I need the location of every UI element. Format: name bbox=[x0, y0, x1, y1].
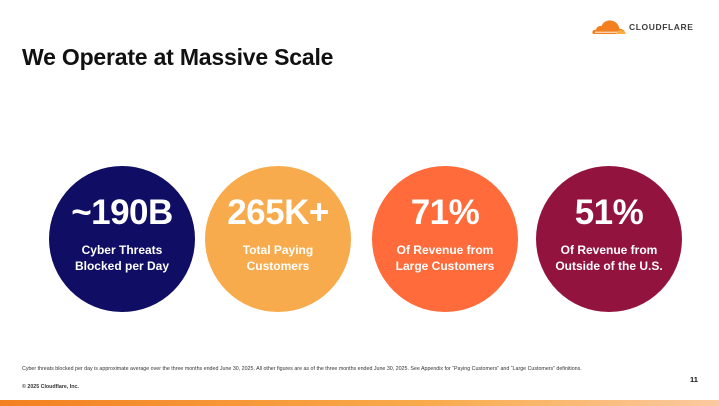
cloudflare-logo: CLOUDFLARE bbox=[592, 19, 694, 35]
stat-label-line: Of Revenue from bbox=[560, 243, 658, 257]
logo-wordmark: CLOUDFLARE bbox=[629, 22, 694, 32]
stat-label-line: Cyber Threats bbox=[81, 243, 163, 257]
stat-label-line: Blocked per Day bbox=[74, 259, 170, 273]
stat-circle-large-customers: 71% Of Revenue from Large Customers bbox=[372, 166, 518, 312]
stat-label-line: Total Paying bbox=[242, 243, 314, 257]
stat-label-line: Large Customers bbox=[395, 259, 495, 273]
stat-label: Of Revenue from Outside of the U.S. bbox=[555, 242, 662, 274]
bottom-accent-bar bbox=[0, 400, 719, 406]
footnote: Cyber threats blocked per day is approxi… bbox=[22, 366, 582, 372]
stat-circle-customers: 265K+ Total Paying Customers bbox=[205, 166, 351, 312]
stat-value: ~190B bbox=[71, 193, 173, 232]
stat-label: Cyber Threats Blocked per Day bbox=[75, 242, 169, 274]
stat-label-line: Of Revenue from bbox=[396, 243, 494, 257]
cloudflare-cloud-icon bbox=[592, 20, 626, 34]
stat-value: 51% bbox=[574, 193, 644, 232]
stat-circle-international: 51% Of Revenue from Outside of the U.S. bbox=[536, 166, 682, 312]
page-number: 11 bbox=[690, 375, 698, 384]
stat-circle-threats: ~190B Cyber Threats Blocked per Day bbox=[49, 166, 195, 312]
stat-label-line: Customers bbox=[246, 259, 310, 273]
copyright: © 2025 Cloudflare, Inc. bbox=[22, 384, 79, 390]
stat-label: Of Revenue from Large Customers bbox=[396, 242, 495, 274]
stat-value: 71% bbox=[410, 193, 480, 232]
stat-label-line: Outside of the U.S. bbox=[555, 259, 663, 273]
stat-label: Total Paying Customers bbox=[243, 242, 313, 274]
stat-value: 265K+ bbox=[227, 193, 329, 232]
page-title: We Operate at Massive Scale bbox=[22, 44, 334, 70]
